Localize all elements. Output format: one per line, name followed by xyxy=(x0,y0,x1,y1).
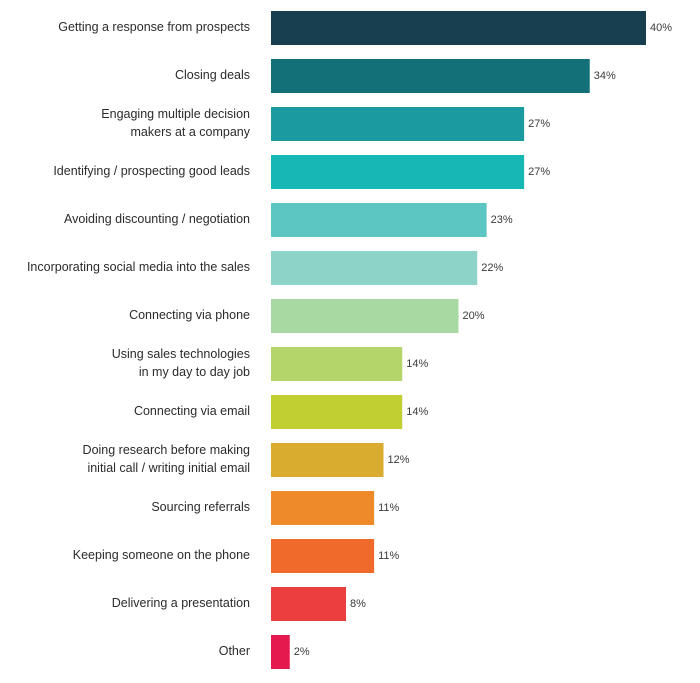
category-label: Getting a response from prospects xyxy=(58,20,250,34)
category-label: Delivering a presentation xyxy=(112,596,250,610)
category-label: Avoiding discounting / negotiation xyxy=(64,212,250,226)
category-label: Other xyxy=(219,644,250,658)
category-label: Incorporating social media into the sale… xyxy=(27,260,250,274)
value-label: 12% xyxy=(388,454,410,466)
category-label-line: Connecting via phone xyxy=(129,308,250,322)
category-label-line: initial call / writing initial email xyxy=(87,461,250,475)
category-labels-group: Getting a response from prospects Closing… xyxy=(27,20,251,658)
value-label: 14% xyxy=(406,358,428,370)
bar xyxy=(271,107,525,141)
value-labels-group: 40% 34% 27% 27% 23% 22% 20% 14% 14% 12% 11% 11% 8% 2% xyxy=(294,22,672,658)
value-label: 2% xyxy=(294,646,310,658)
value-label: 34% xyxy=(594,70,616,82)
category-label: Connecting via email xyxy=(134,404,250,418)
category-label: Keeping someone on the phone xyxy=(73,548,250,562)
category-label: Doing research before making initial call… xyxy=(83,443,250,475)
bar xyxy=(271,587,346,621)
value-label: 11% xyxy=(378,502,399,514)
category-label-line: Sourcing referrals xyxy=(151,500,250,514)
value-label: 14% xyxy=(406,406,428,418)
value-label: 11% xyxy=(378,550,399,562)
bar xyxy=(271,11,646,45)
category-label: Using sales technologies in my day to day… xyxy=(112,347,250,379)
category-label: Closing deals xyxy=(175,68,250,82)
category-label-line: Getting a response from prospects xyxy=(58,20,250,34)
category-label-line: Keeping someone on the phone xyxy=(73,548,250,562)
category-label-line: Delivering a presentation xyxy=(112,596,250,610)
bar xyxy=(271,251,478,285)
value-label: 40% xyxy=(650,22,672,34)
category-label-line: Closing deals xyxy=(175,68,250,82)
bar xyxy=(271,395,403,429)
category-label: Identifying / prospecting good leads xyxy=(53,164,250,178)
value-label: 22% xyxy=(481,262,503,274)
bars-group xyxy=(271,11,646,669)
category-label-line: Engaging multiple decision xyxy=(101,107,250,121)
bar xyxy=(271,539,375,573)
category-label: Engaging multiple decision makers at a co… xyxy=(101,107,250,139)
category-label-line: Identifying / prospecting good leads xyxy=(53,164,250,178)
bar xyxy=(271,155,525,189)
bar xyxy=(271,635,290,669)
bar xyxy=(271,347,403,381)
value-label: 27% xyxy=(528,118,550,130)
value-label: 27% xyxy=(528,166,550,178)
value-label: 8% xyxy=(350,598,366,610)
bar xyxy=(271,491,375,525)
value-label: 23% xyxy=(491,214,513,226)
category-label-line: Connecting via email xyxy=(134,404,250,418)
category-label-line: Doing research before making xyxy=(83,443,250,457)
category-label-line: Avoiding discounting / negotiation xyxy=(64,212,250,226)
bar xyxy=(271,59,590,93)
category-label-line: Using sales technologies xyxy=(112,347,250,361)
category-label-line: Incorporating social media into the sale… xyxy=(27,260,250,274)
bar xyxy=(271,443,384,477)
bar xyxy=(271,299,459,333)
category-label: Connecting via phone xyxy=(129,308,250,322)
category-label-line: Other xyxy=(219,644,250,658)
category-label: Sourcing referrals xyxy=(151,500,250,514)
category-label-line: in my day to day job xyxy=(139,365,250,379)
bar xyxy=(271,203,487,237)
value-label: 20% xyxy=(463,310,485,322)
category-label-line: makers at a company xyxy=(131,125,251,139)
